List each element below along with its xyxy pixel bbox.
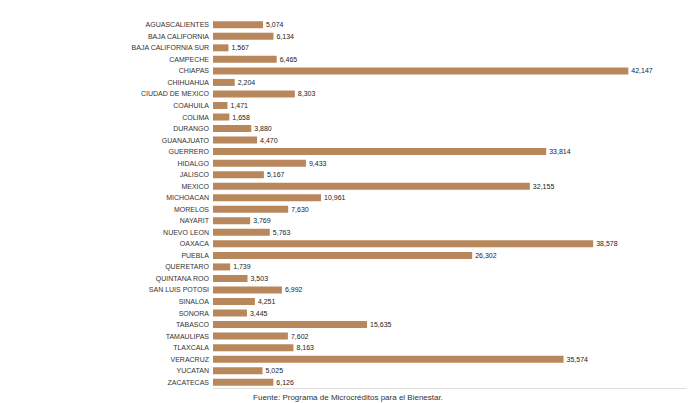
svg-text:6,992: 6,992 xyxy=(285,286,303,293)
svg-text:1,739: 1,739 xyxy=(233,263,251,270)
svg-text:10,961: 10,961 xyxy=(324,194,346,201)
svg-text:ZACATECAS: ZACATECAS xyxy=(168,379,210,386)
svg-text:6,134: 6,134 xyxy=(276,33,294,40)
svg-text:3,769: 3,769 xyxy=(253,217,271,224)
svg-text:MICHOACAN: MICHOACAN xyxy=(166,194,209,201)
svg-text:35,574: 35,574 xyxy=(567,356,589,363)
svg-text:4,470: 4,470 xyxy=(260,137,278,144)
svg-text:COAHUILA: COAHUILA xyxy=(173,102,209,109)
svg-text:MEXICO: MEXICO xyxy=(181,183,209,190)
svg-text:6,126: 6,126 xyxy=(276,379,294,386)
svg-text:JALISCO: JALISCO xyxy=(180,171,210,178)
svg-text:BAJA CALIFORNIA SUR: BAJA CALIFORNIA SUR xyxy=(132,44,209,51)
svg-text:CHIAPAS: CHIAPAS xyxy=(179,67,210,74)
svg-text:DURANGO: DURANGO xyxy=(173,125,209,132)
svg-text:AGUASCALIENTES: AGUASCALIENTES xyxy=(146,21,210,28)
svg-text:NAYARIT: NAYARIT xyxy=(180,217,210,224)
svg-text:VERACRUZ: VERACRUZ xyxy=(170,356,209,363)
svg-text:5,763: 5,763 xyxy=(273,229,291,236)
svg-text:33,814: 33,814 xyxy=(549,148,571,155)
svg-text:15,635: 15,635 xyxy=(370,321,392,328)
svg-text:7,630: 7,630 xyxy=(291,206,309,213)
svg-text:NUEVO LEON: NUEVO LEON xyxy=(163,229,209,236)
svg-text:8,303: 8,303 xyxy=(298,90,316,97)
svg-text:YUCATAN: YUCATAN xyxy=(177,367,209,374)
svg-text:Fuente: Programa de Microcrédi: Fuente: Programa de Microcréditos para e… xyxy=(253,393,443,402)
svg-text:42,147: 42,147 xyxy=(631,67,653,74)
svg-text:QUINTANA ROO: QUINTANA ROO xyxy=(156,275,210,283)
svg-text:7,602: 7,602 xyxy=(291,333,309,340)
svg-text:3,445: 3,445 xyxy=(250,310,268,317)
svg-text:TLAXCALA: TLAXCALA xyxy=(173,344,209,351)
svg-text:8,163: 8,163 xyxy=(296,344,314,351)
svg-text:1,471: 1,471 xyxy=(230,102,248,109)
svg-text:5,025: 5,025 xyxy=(266,367,284,374)
svg-text:38,578: 38,578 xyxy=(596,240,618,247)
svg-text:5,074: 5,074 xyxy=(266,21,284,28)
svg-text:MORELOS: MORELOS xyxy=(174,206,209,213)
svg-text:TABASCO: TABASCO xyxy=(176,321,209,328)
svg-text:5,167: 5,167 xyxy=(267,171,285,178)
svg-text:3,503: 3,503 xyxy=(251,275,269,282)
svg-text:CHIHUAHUA: CHIHUAHUA xyxy=(167,79,209,86)
svg-text:SAN LUIS POTOSI: SAN LUIS POTOSI xyxy=(149,286,209,293)
svg-text:SINALOA: SINALOA xyxy=(179,298,210,305)
svg-text:32,155: 32,155 xyxy=(533,183,555,190)
svg-text:HIDALGO: HIDALGO xyxy=(177,160,209,167)
svg-text:BAJA CALIFORNIA: BAJA CALIFORNIA xyxy=(148,33,209,40)
svg-text:COLIMA: COLIMA xyxy=(182,114,209,121)
svg-text:CAMPECHE: CAMPECHE xyxy=(169,56,209,63)
svg-text:GUERRERO: GUERRERO xyxy=(169,148,210,155)
svg-text:OAXACA: OAXACA xyxy=(180,240,210,247)
svg-text:1,658: 1,658 xyxy=(232,114,250,121)
svg-text:6,465: 6,465 xyxy=(280,56,298,63)
svg-text:SONORA: SONORA xyxy=(179,310,210,317)
svg-text:GUANAJUATO: GUANAJUATO xyxy=(162,137,210,144)
svg-text:CIUDAD DE MEXICO: CIUDAD DE MEXICO xyxy=(141,90,210,97)
svg-text:9,433: 9,433 xyxy=(309,160,327,167)
svg-text:TAMAULIPAS: TAMAULIPAS xyxy=(166,333,210,340)
svg-text:1,567: 1,567 xyxy=(231,44,249,51)
svg-text:4,251: 4,251 xyxy=(258,298,276,305)
svg-text:QUERETARO: QUERETARO xyxy=(165,263,209,271)
svg-text:26,302: 26,302 xyxy=(475,252,497,259)
svg-text:PUEBLA: PUEBLA xyxy=(181,252,209,259)
svg-text:3,880: 3,880 xyxy=(254,125,272,132)
svg-text:2,204: 2,204 xyxy=(238,79,256,86)
